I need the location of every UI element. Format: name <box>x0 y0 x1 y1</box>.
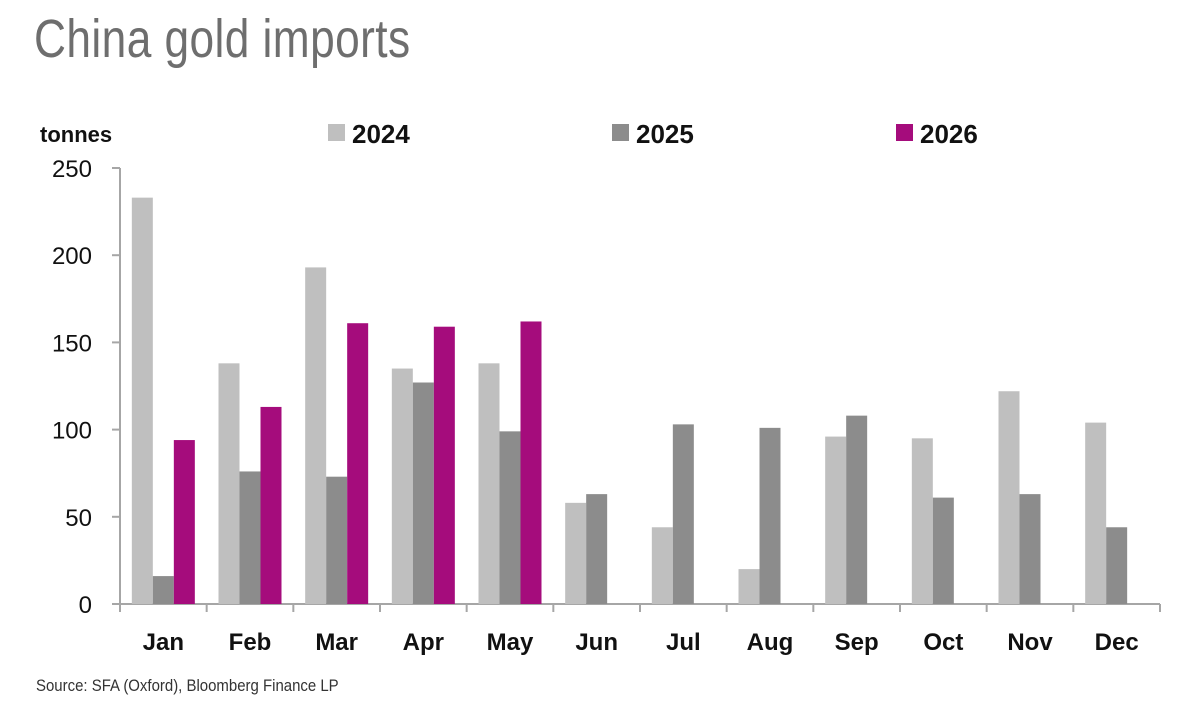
bar-2025-jun <box>586 494 608 604</box>
x-tick-label-nov: Nov <box>1007 629 1053 656</box>
bar-2026-mar <box>347 323 369 604</box>
y-tick-label: 250 <box>52 156 92 183</box>
bar-2025-aug <box>759 427 781 604</box>
bar-2024-mar <box>305 267 327 604</box>
x-tick-label-mar: Mar <box>315 629 358 656</box>
x-tick-label-jun: Jun <box>575 629 618 656</box>
x-tick-label-dec: Dec <box>1095 629 1139 656</box>
x-tick-label-feb: Feb <box>229 629 272 656</box>
y-unit-label-group: tonnes <box>40 122 112 147</box>
x-tick-label-oct: Oct <box>923 629 963 656</box>
bar-2024-apr <box>391 368 413 604</box>
x-tick-label-jul: Jul <box>666 629 701 656</box>
chart-title: China gold imports <box>34 9 411 69</box>
bar-2025-apr <box>412 382 434 604</box>
legend-swatch-2025 <box>612 124 629 141</box>
bar-2024-oct <box>911 438 933 604</box>
bar-2025-sep <box>846 415 868 604</box>
legend-label-2026: 2026 <box>920 119 978 149</box>
bar-2024-may <box>478 363 500 604</box>
source-note: Source: SFA (Oxford), Bloomberg Finance … <box>36 676 339 695</box>
y-tick-label: 150 <box>52 330 92 357</box>
x-tick-label-aug: Aug <box>747 629 794 656</box>
bar-2024-jan <box>131 197 153 604</box>
bars <box>131 197 1128 604</box>
bar-2025-nov <box>1019 494 1041 604</box>
legend-label-2024: 2024 <box>352 119 410 149</box>
y-tick-label: 50 <box>65 505 92 532</box>
bar-2025-dec <box>1106 527 1128 604</box>
bar-2025-oct <box>932 497 954 604</box>
bar-2026-feb <box>260 406 282 604</box>
y-tick-label: 0 <box>79 592 92 619</box>
bar-2026-apr <box>433 326 455 604</box>
bar-2026-may <box>520 321 542 604</box>
bar-2024-jul <box>651 527 673 604</box>
axes: 0 50 100 150 200 250 Jan Feb Mar Apr May Jun Jul Aug S… <box>52 156 1161 656</box>
bar-2025-jul <box>672 424 694 604</box>
legend-swatch-2024 <box>328 124 345 141</box>
legend-swatch-2026 <box>896 124 913 141</box>
bar-2024-dec <box>1085 422 1107 604</box>
y-axis-unit-label: tonnes <box>40 122 112 147</box>
bar-2025-mar <box>326 476 348 604</box>
x-tick-label-may: May <box>487 629 534 656</box>
x-tick-label-apr: Apr <box>403 629 444 656</box>
bar-2026-jan <box>173 440 195 604</box>
y-tick-label: 200 <box>52 243 92 270</box>
bar-2025-may <box>499 431 521 604</box>
bar-2025-jan <box>152 576 174 604</box>
bar-2024-jun <box>565 502 587 604</box>
bar-2024-nov <box>998 391 1020 604</box>
x-tick-label-sep: Sep <box>835 629 879 656</box>
legend: 2024 2025 2026 <box>328 119 978 149</box>
legend-label-2025: 2025 <box>636 119 694 149</box>
y-tick-label: 100 <box>52 418 92 445</box>
x-tick-label-jan: Jan <box>143 629 184 656</box>
bar-2024-sep <box>825 436 847 604</box>
bar-2024-aug <box>738 569 760 604</box>
bar-2024-feb <box>218 363 240 604</box>
bar-2025-feb <box>239 471 261 604</box>
